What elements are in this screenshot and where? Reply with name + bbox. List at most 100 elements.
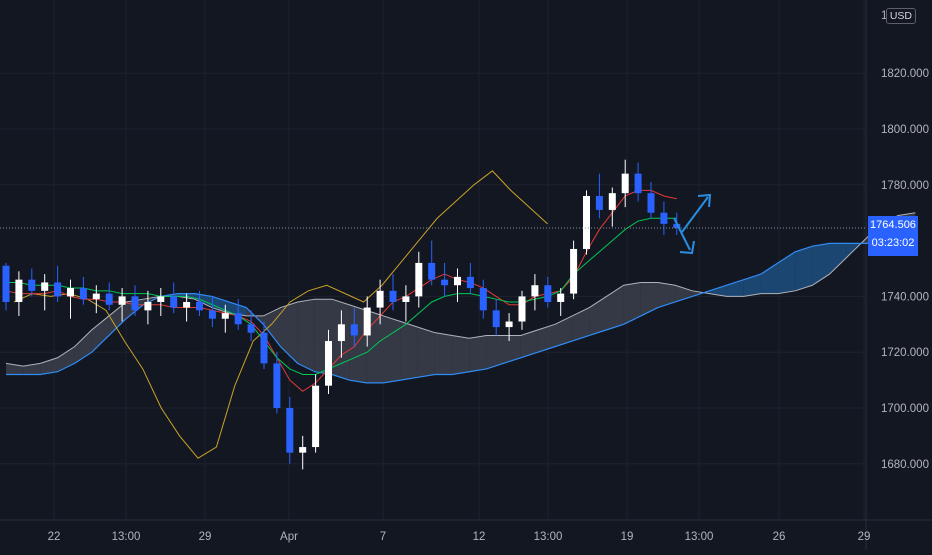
candle-body [518, 296, 526, 322]
candle-body [337, 324, 345, 342]
candle-body [170, 296, 178, 308]
cloud-segment [520, 329, 538, 358]
candle-body [557, 293, 565, 302]
candle-body [531, 285, 539, 297]
cloud-segment [709, 285, 727, 297]
cloud-segment [23, 363, 41, 375]
time-axis[interactable]: 22 13:00 29 Apr 7 12 13:00 19 13:00 26 29 [48, 531, 871, 543]
candle-body [105, 293, 113, 305]
candle-body [157, 296, 165, 302]
candle-body [492, 310, 500, 328]
candle-body [363, 307, 371, 336]
candle-body [441, 279, 449, 286]
candle-body [131, 296, 139, 311]
candle-body [325, 341, 332, 386]
x-tick-label: 29 [199, 531, 212, 543]
cloud-segment [760, 262, 779, 294]
candle-countdown: 03:23:02 [871, 237, 915, 249]
up-arrow-head [697, 193, 712, 208]
candle-body [608, 193, 616, 210]
y-tick-label: 1800.000 [881, 124, 929, 136]
candle-body [221, 313, 229, 319]
candle-body [389, 290, 397, 302]
y-tick-label: 1700.000 [881, 403, 929, 415]
x-tick-label: 7 [380, 531, 386, 543]
cloud-segment [606, 285, 624, 330]
cloud-segment [537, 324, 556, 353]
x-tick-label: 12 [473, 531, 486, 543]
candle-body [583, 195, 590, 249]
cloud-segment [675, 285, 693, 302]
candle-body [67, 288, 74, 297]
candle-body [479, 288, 487, 311]
cloud-segment [6, 363, 24, 375]
down-arrow-shaft [673, 217, 691, 251]
cloud-segment [486, 335, 504, 369]
candle-body [466, 276, 474, 289]
candle-body [54, 282, 62, 297]
cloud-segment [829, 243, 847, 275]
kijun-sen [6, 217, 677, 376]
cloud-segment [589, 296, 607, 336]
cloud-segment [383, 315, 401, 383]
candle-body [15, 279, 23, 302]
candle-body [647, 193, 655, 213]
candle-body [544, 285, 552, 302]
x-tick-label: 13:00 [685, 531, 714, 543]
cloud-segment [211, 296, 230, 314]
cloud-segment [657, 282, 676, 308]
candle-body [660, 212, 668, 224]
y-tick-label: 1740.000 [881, 291, 929, 303]
candle-body [79, 288, 87, 300]
candle-body [286, 408, 294, 453]
price-axis[interactable]: 1820.000 1800.000 1780.000 1740.000 1720.000… [881, 10, 929, 471]
current-price-label: 1764.506 03:23:02 [868, 216, 918, 256]
x-tick-label: Apr [280, 531, 298, 543]
currency-badge[interactable]: USD [885, 8, 916, 24]
x-tick-label: 29 [858, 531, 871, 543]
candle-body [208, 310, 216, 319]
cloud-segment [91, 315, 109, 353]
candle-body [118, 296, 126, 305]
y-tick-label: 1680.000 [881, 459, 929, 471]
y-tick-label: 1820.000 [881, 68, 929, 80]
cloud-segment [795, 246, 813, 291]
candle-body [299, 447, 307, 453]
cloud-segment [57, 346, 75, 372]
x-tick-label: 13:00 [534, 531, 563, 543]
cloud-segment [469, 335, 487, 372]
cloud-segment [263, 307, 281, 347]
cloud-segment [280, 301, 298, 364]
y-tick-label: 1780.000 [881, 180, 929, 192]
candle-body [376, 290, 384, 308]
candle-body [247, 324, 255, 333]
up-arrow-shaft [681, 196, 709, 233]
candle-body [454, 276, 461, 286]
candle-body [273, 363, 281, 408]
candle-body [41, 282, 49, 291]
current-price-value: 1764.506 [870, 219, 916, 231]
candle-body [2, 265, 10, 302]
x-tick-label: 19 [621, 531, 634, 543]
cloud-segment [743, 274, 761, 297]
candles [2, 159, 681, 470]
candle-body [196, 301, 203, 311]
candle-body [595, 195, 603, 210]
cloud-segment [778, 251, 796, 294]
candle-body [673, 223, 681, 229]
cloud-segment [640, 282, 658, 316]
x-tick-label: 26 [773, 531, 786, 543]
candle-body [144, 301, 152, 311]
x-tick-label: 13:00 [112, 531, 141, 543]
candle-body [415, 262, 423, 297]
cloud-segment [555, 315, 573, 347]
candle-body [260, 332, 268, 364]
cloud-segment [229, 301, 247, 316]
candle-body [28, 279, 36, 291]
cloud-segment [417, 327, 435, 378]
candle-body [428, 262, 436, 280]
cloud-segment [503, 335, 521, 364]
projection-arrows[interactable] [673, 193, 712, 255]
